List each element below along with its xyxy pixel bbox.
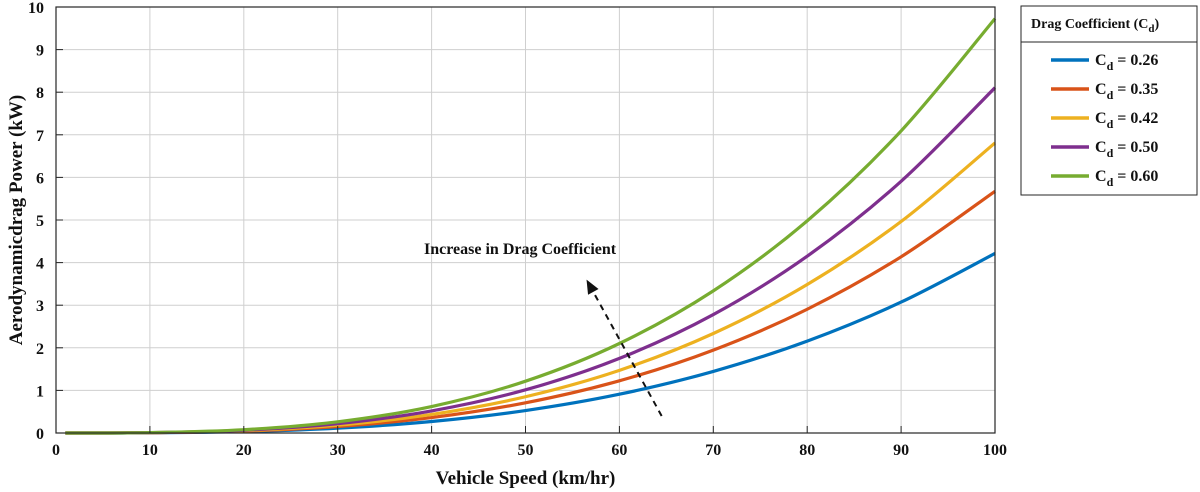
x-tick-label: 80 [799,442,815,459]
x-tick-label: 20 [236,442,252,459]
x-axis-label: Vehicle Speed (km/hr) [436,468,616,489]
x-tick-label: 60 [611,442,627,459]
legend: Drag Coefficient (Cd) Cd = 0.26 Cd = 0.35… [1020,5,1198,196]
y-tick-label: 2 [36,341,44,358]
y-tick-label: 5 [36,213,44,230]
series-lines [65,17,997,435]
legend-title: Drag Coefficient (Cd) [1031,17,1160,35]
x-tick-label: 30 [330,442,346,459]
annotation: Increase in Drag Coefficient [424,241,663,417]
y-tick-label: 9 [36,43,44,60]
y-tick-label: 3 [36,298,44,315]
y-tick-label: 1 [36,383,44,400]
x-tick-label: 90 [893,442,909,459]
y-tick-label: 0 [36,426,44,443]
x-tick-label: 0 [52,442,60,459]
annotation-arrowhead [586,279,599,295]
x-tick-label: 10 [142,442,158,459]
y-tick-label: 10 [28,0,44,17]
y-tick-label: 6 [36,170,44,187]
x-tick-label: 70 [705,442,721,459]
x-tick-label: 50 [518,442,534,459]
series-line-0 [65,252,996,435]
legend-label-3: Cd = 0.50 [1095,139,1158,160]
y-tick-label: 7 [36,128,44,145]
legend-box [1020,5,1198,196]
annotation-arrow [592,291,663,417]
y-tick-label: 4 [36,256,44,273]
legend-label-4: Cd = 0.60 [1095,168,1158,189]
y-tick-label: 8 [36,85,44,102]
axis-ticks: 0 10 20 30 40 50 60 70 80 90 100 0 1 2 3 4 5 6 7 8 9 10 [28,0,1007,459]
legend-label-2: Cd = 0.42 [1095,110,1158,131]
legend-label-0: Cd = 0.26 [1095,52,1158,73]
series-line-4 [65,17,997,435]
annotation-text: Increase in Drag Coefficient [424,241,617,258]
legend-label-1: Cd = 0.35 [1095,81,1158,102]
y-axis-label: Aerodynamicdrag Power (kW) [6,95,27,346]
x-tick-label: 100 [983,442,1007,459]
x-tick-label: 40 [424,442,440,459]
